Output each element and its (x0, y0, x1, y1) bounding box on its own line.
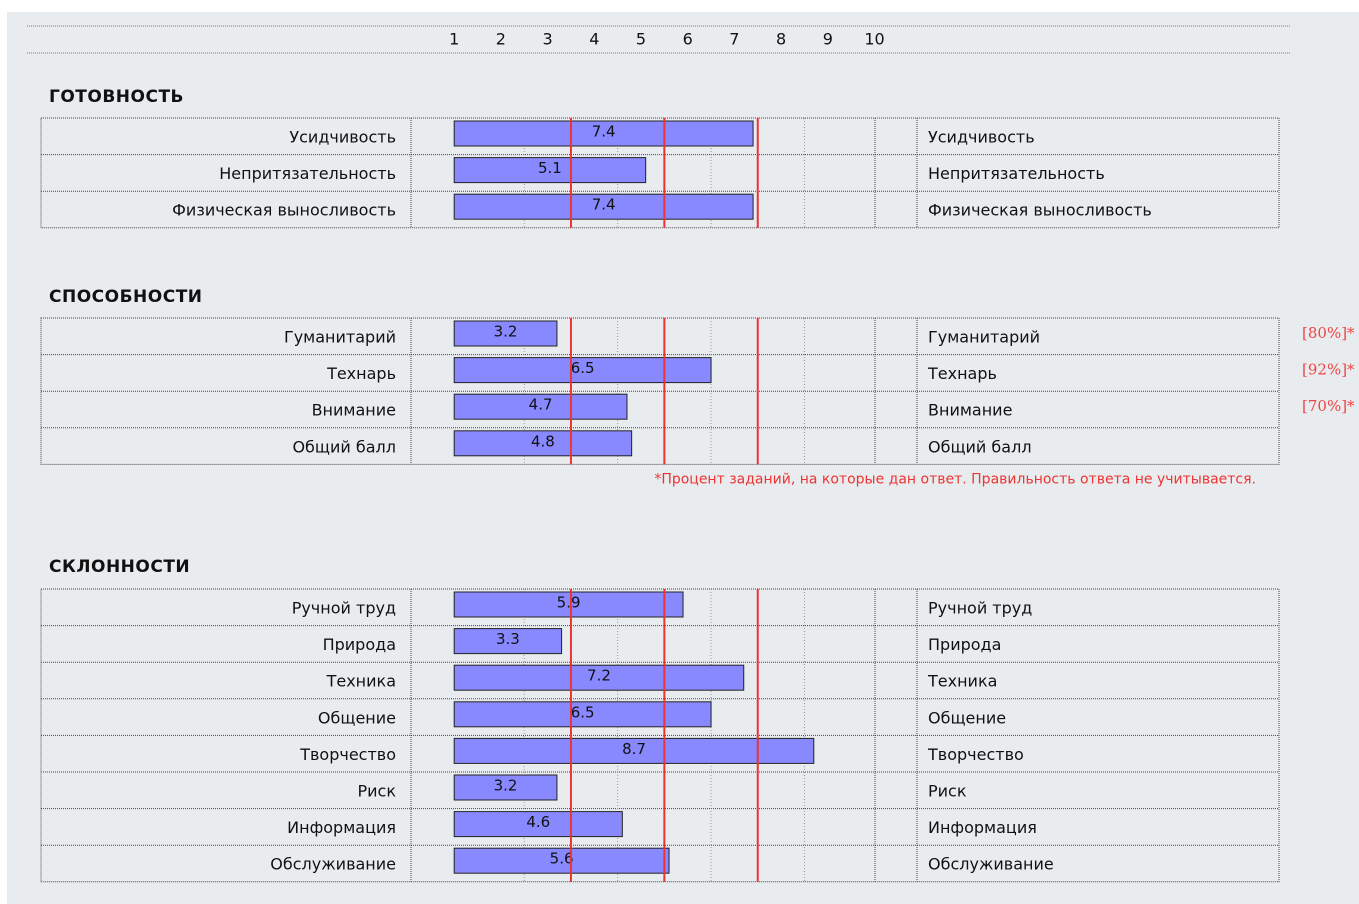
bar (453, 120, 754, 147)
bar (453, 357, 712, 384)
x-tick-label: 3 (543, 30, 553, 49)
value-label: 3.2 (494, 323, 518, 341)
row-label: Природа (323, 635, 396, 654)
row-label: Общий балл (292, 437, 396, 456)
x-tick-label: 8 (776, 30, 786, 49)
row-label-right: Физическая выносливость (928, 201, 1152, 220)
bar (453, 320, 558, 347)
row-label-right: Риск (928, 782, 967, 801)
row-label: Ручной труд (292, 599, 396, 618)
row-label: Обслуживание (270, 855, 396, 874)
bar (453, 591, 684, 618)
row-label-right: Ручной труд (928, 599, 1032, 618)
bar (453, 628, 563, 655)
bar (453, 157, 647, 184)
row-label: Гуманитарий (284, 328, 396, 347)
row-label-right: Гуманитарий (928, 328, 1040, 347)
x-tick-label: 9 (823, 30, 833, 49)
value-label: 6.5 (571, 703, 595, 721)
value-label: 7.2 (587, 667, 611, 685)
row-label: Творчество (299, 745, 396, 764)
row-label-right: Информация (928, 818, 1037, 837)
x-tick-label: 5 (636, 30, 646, 49)
row-label: Общение (318, 708, 396, 727)
x-tick-label: 10 (864, 30, 884, 49)
section-title: СКЛОННОСТИ (49, 557, 190, 577)
x-tick-label: 7 (729, 30, 739, 49)
bar (453, 811, 623, 838)
x-tick-label: 6 (683, 30, 693, 49)
row-label: Непритязательность (219, 164, 396, 183)
row-label-right: Общий балл (928, 437, 1032, 456)
section-title: ГОТОВНОСТЬ (49, 87, 184, 107)
table-frame (40, 117, 1280, 229)
bar (453, 701, 712, 728)
row-label: Техника (326, 672, 396, 691)
value-label: 5.6 (550, 850, 574, 868)
bar (453, 193, 754, 220)
row-label-right: Обслуживание (928, 855, 1054, 874)
row-label: Внимание (312, 401, 396, 420)
bar (453, 737, 815, 764)
bar (453, 774, 558, 801)
footnote: *Процент заданий, на которые дан ответ. … (654, 471, 1256, 487)
row-label-right: Технарь (927, 364, 997, 383)
row-label-right: Внимание (928, 401, 1012, 420)
row-label-right: Техника (927, 672, 997, 691)
value-label: 5.9 (557, 594, 581, 612)
value-label: 7.4 (592, 196, 616, 214)
value-label: 6.5 (571, 359, 595, 377)
value-label: 3.2 (494, 777, 518, 795)
value-label: 3.3 (496, 630, 520, 648)
section-title: СПОСОБНОСТИ (49, 287, 203, 307)
x-tick-label: 4 (589, 30, 599, 49)
row-label-right: Природа (928, 635, 1001, 654)
value-label: 4.6 (526, 813, 550, 831)
bar (453, 664, 745, 691)
x-tick-label: 2 (496, 30, 506, 49)
answered-percent: [80%]* (1302, 324, 1355, 342)
row-label-right: Усидчивость (928, 128, 1035, 147)
row-label: Информация (287, 818, 396, 837)
table-frame (40, 588, 1280, 883)
bar (453, 430, 633, 457)
row-label: Физическая выносливость (172, 201, 396, 220)
row-label-right: Творчество (927, 745, 1024, 764)
bar (453, 847, 670, 874)
value-label: 8.7 (622, 740, 646, 758)
answered-percent: [70%]* (1302, 397, 1355, 415)
row-label: Усидчивость (289, 128, 396, 147)
value-label: 4.8 (531, 432, 555, 450)
value-label: 4.7 (529, 396, 553, 414)
x-tick-label: 1 (449, 30, 459, 49)
value-label: 7.4 (592, 123, 616, 141)
row-label-right: Непритязательность (928, 164, 1105, 183)
bar (453, 393, 628, 420)
value-label: 5.1 (538, 159, 562, 177)
answered-percent: [92%]* (1302, 361, 1355, 379)
row-label: Риск (357, 782, 396, 801)
row-label-right: Общение (928, 708, 1006, 727)
table-frame (40, 317, 1280, 465)
row-label: Технарь (326, 364, 396, 383)
